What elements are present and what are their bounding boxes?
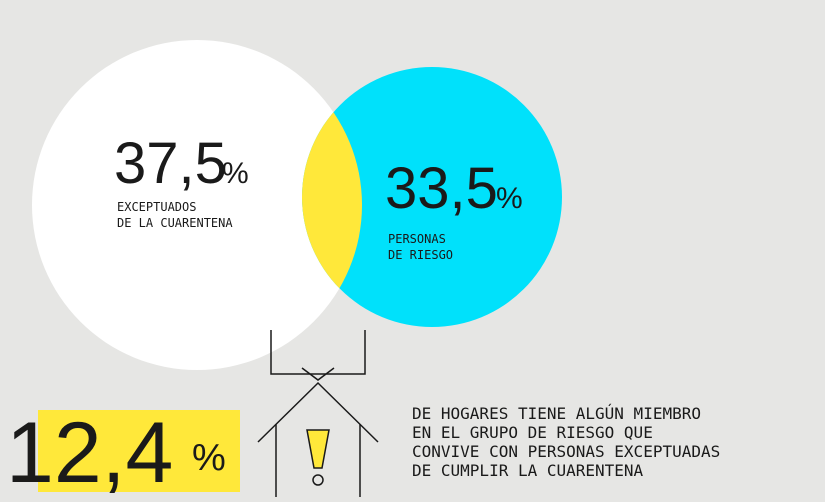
excepted-value: 37,5	[114, 131, 227, 196]
excepted-label: EXCEPTUADOS	[117, 200, 196, 214]
circle-excepted	[32, 40, 362, 370]
risk-label: DE RIESGO	[388, 248, 453, 262]
risk-unit: %	[496, 182, 523, 215]
description-line: DE HOGARES TIENE ALGÚN MIEMBRO	[412, 404, 701, 423]
overlap-value: 12,4	[6, 405, 173, 501]
house-icon	[257, 381, 379, 497]
description-line: EN EL GRUPO DE RIESGO QUE	[412, 423, 653, 442]
highlight	[38, 410, 240, 492]
description-line: DE CUMPLIR LA CUARENTENA	[412, 461, 644, 480]
bracket	[270, 330, 366, 381]
risk-label: PERSONAS	[388, 232, 446, 246]
risk-value: 33,5	[385, 156, 498, 221]
description-line: CONVIVE CON PERSONAS EXCEPTUADAS	[412, 442, 720, 461]
overlap-unit: %	[192, 437, 226, 479]
circle-risk	[302, 67, 562, 327]
excepted-unit: %	[222, 157, 249, 190]
excepted-label: DE LA CUARENTENA	[117, 216, 233, 230]
